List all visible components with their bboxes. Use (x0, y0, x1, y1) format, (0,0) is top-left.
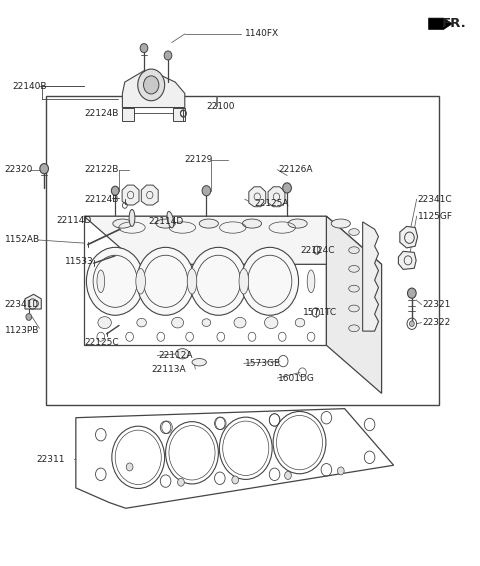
Polygon shape (173, 108, 185, 121)
Text: 22114D: 22114D (57, 216, 92, 225)
Circle shape (126, 463, 133, 471)
Ellipse shape (264, 317, 278, 328)
Polygon shape (122, 185, 139, 205)
Ellipse shape (348, 285, 359, 292)
Text: 22100: 22100 (206, 102, 235, 111)
Circle shape (26, 314, 32, 320)
Text: 22122B: 22122B (84, 165, 119, 174)
Ellipse shape (348, 229, 359, 235)
Ellipse shape (113, 219, 132, 228)
Circle shape (241, 247, 299, 315)
Text: 22113A: 22113A (151, 365, 186, 374)
Text: 22341D: 22341D (5, 300, 40, 309)
Text: 22321: 22321 (422, 300, 451, 309)
Text: 1601DG: 1601DG (278, 374, 315, 383)
Polygon shape (363, 222, 378, 331)
Polygon shape (25, 294, 41, 309)
Ellipse shape (234, 318, 246, 328)
Text: 11533: 11533 (65, 257, 94, 266)
Ellipse shape (348, 247, 359, 254)
Circle shape (232, 476, 239, 484)
Ellipse shape (288, 219, 307, 228)
Ellipse shape (239, 269, 249, 294)
Circle shape (86, 247, 144, 315)
Circle shape (164, 51, 172, 60)
Text: FR.: FR. (442, 18, 467, 30)
Polygon shape (76, 409, 394, 508)
Polygon shape (326, 216, 382, 393)
Circle shape (219, 417, 272, 479)
Circle shape (273, 411, 326, 474)
Circle shape (283, 183, 291, 193)
Text: 22124B: 22124B (84, 109, 119, 118)
Circle shape (408, 288, 416, 298)
Circle shape (111, 186, 119, 195)
Text: 1573GE: 1573GE (245, 359, 280, 368)
Ellipse shape (137, 318, 146, 327)
Circle shape (140, 44, 148, 53)
Ellipse shape (129, 209, 135, 226)
Text: 1123PB: 1123PB (5, 326, 39, 335)
Text: 22114D: 22114D (149, 217, 184, 226)
Ellipse shape (348, 265, 359, 272)
Ellipse shape (307, 270, 315, 293)
Polygon shape (84, 216, 382, 264)
Polygon shape (398, 251, 416, 269)
Circle shape (166, 422, 218, 484)
Ellipse shape (97, 270, 105, 293)
Circle shape (409, 321, 414, 327)
Ellipse shape (199, 219, 218, 228)
Ellipse shape (136, 269, 145, 294)
Polygon shape (122, 108, 134, 121)
Circle shape (40, 164, 48, 174)
Circle shape (190, 247, 247, 315)
Ellipse shape (295, 318, 305, 327)
Polygon shape (249, 187, 266, 207)
Text: 22125A: 22125A (254, 199, 289, 208)
Circle shape (178, 478, 184, 486)
Circle shape (137, 247, 194, 315)
Polygon shape (400, 226, 418, 248)
Ellipse shape (98, 317, 111, 328)
Polygon shape (141, 185, 158, 205)
Circle shape (144, 76, 159, 94)
Ellipse shape (348, 305, 359, 312)
Text: 22126A: 22126A (278, 165, 313, 174)
Text: 22125C: 22125C (84, 338, 119, 347)
Text: 22124C: 22124C (300, 246, 335, 255)
Text: 22322: 22322 (422, 318, 451, 327)
Bar (46, 96, 439, 405)
Text: 1125GF: 1125GF (418, 212, 453, 221)
Text: 22129: 22129 (185, 155, 213, 164)
Circle shape (202, 186, 211, 196)
Ellipse shape (187, 269, 197, 294)
Polygon shape (122, 71, 185, 108)
Polygon shape (429, 18, 452, 29)
Ellipse shape (242, 219, 262, 228)
Ellipse shape (167, 211, 174, 228)
Ellipse shape (192, 359, 206, 366)
Text: 22311: 22311 (36, 455, 64, 464)
Circle shape (138, 69, 165, 101)
Text: 22341C: 22341C (418, 195, 452, 204)
Text: 1152AB: 1152AB (5, 235, 40, 245)
Polygon shape (84, 216, 326, 345)
Ellipse shape (348, 325, 359, 332)
Ellipse shape (172, 318, 184, 328)
Text: 22320: 22320 (5, 165, 33, 174)
Text: 22112A: 22112A (158, 351, 193, 360)
Ellipse shape (176, 349, 189, 359)
Ellipse shape (202, 319, 211, 327)
Circle shape (285, 471, 291, 479)
Text: 22124B: 22124B (84, 195, 119, 204)
Text: 1140FX: 1140FX (245, 29, 279, 38)
Ellipse shape (331, 219, 350, 228)
Polygon shape (268, 187, 285, 207)
Text: 22140B: 22140B (12, 82, 47, 91)
Ellipse shape (156, 219, 175, 228)
Text: 1571TC: 1571TC (303, 308, 337, 317)
Circle shape (112, 426, 165, 488)
Circle shape (337, 467, 344, 475)
